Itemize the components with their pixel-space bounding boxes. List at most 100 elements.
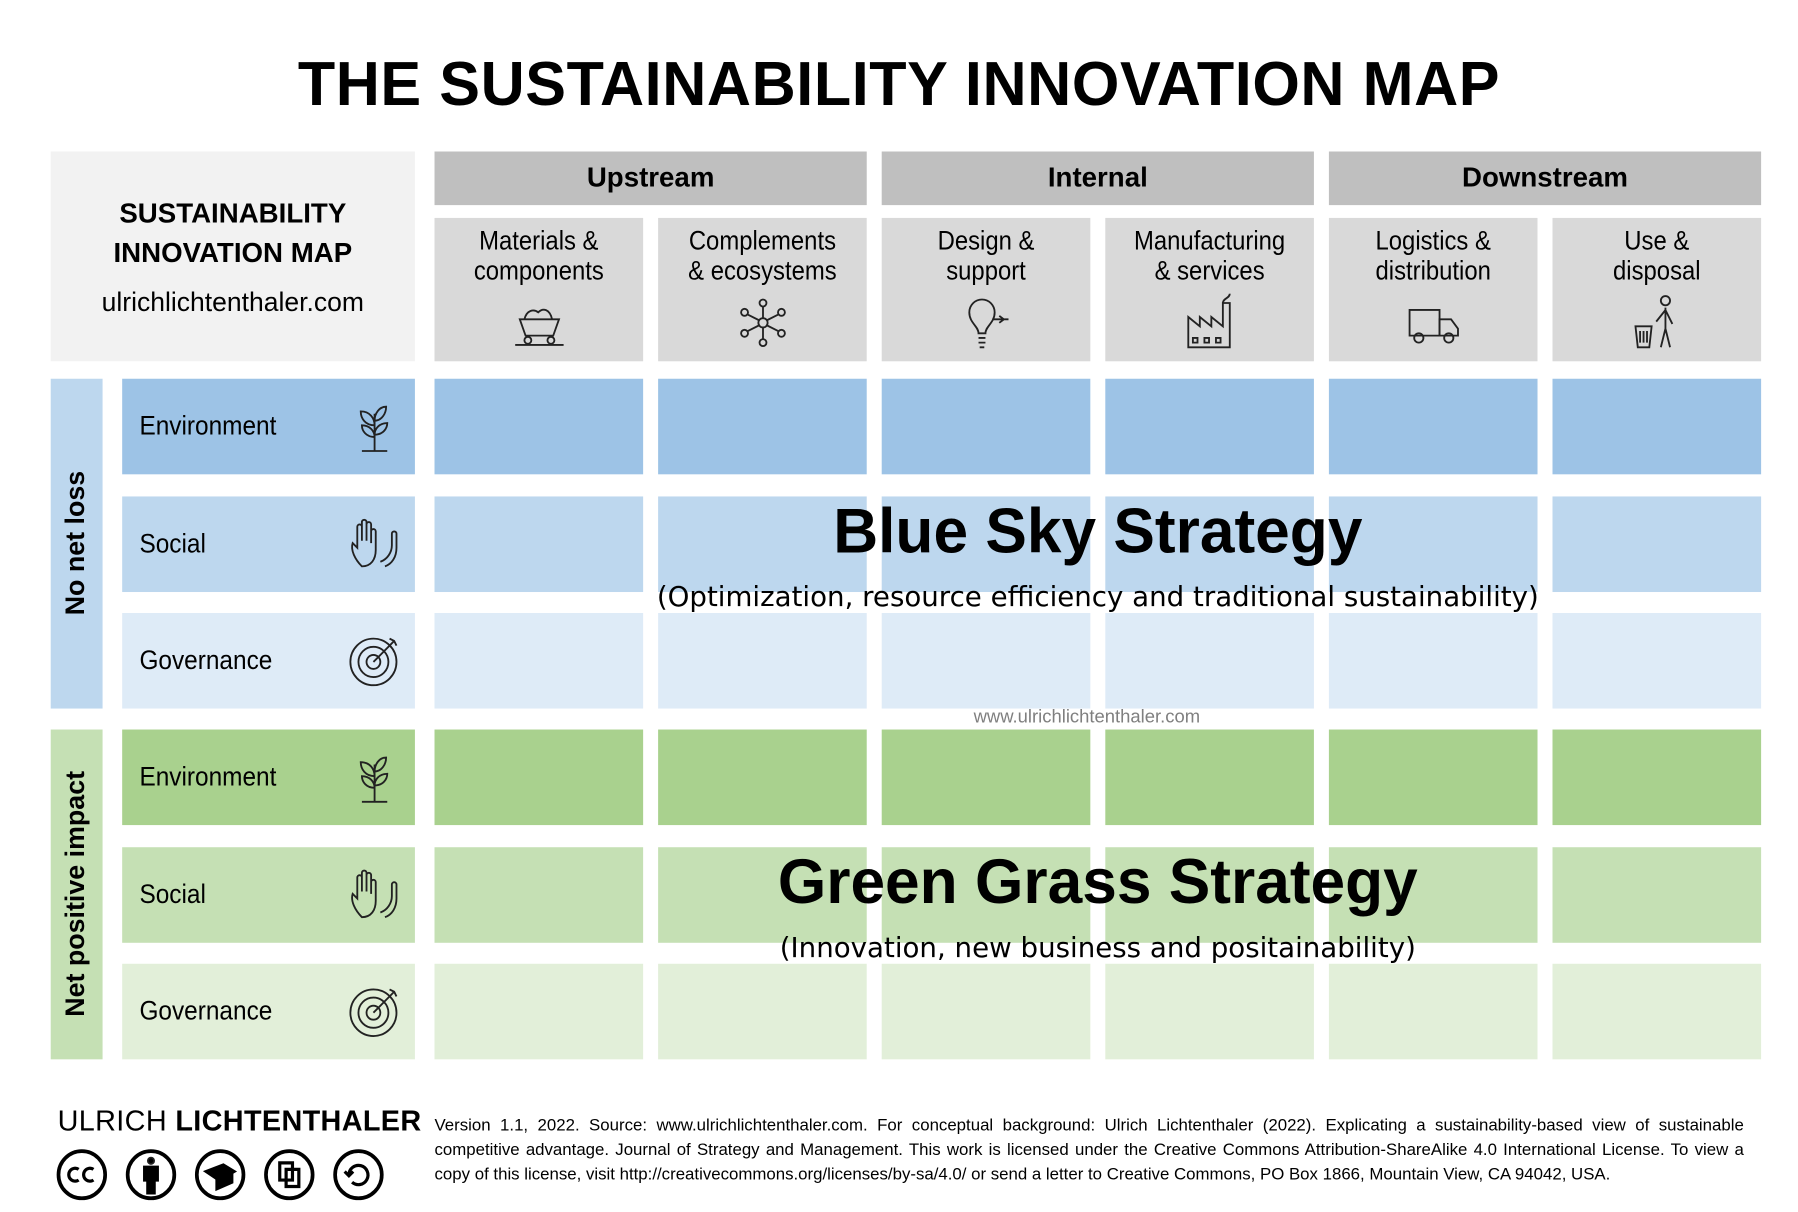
group-label: Net positive impact	[59, 770, 90, 1017]
cell	[1105, 846, 1314, 943]
cell	[434, 378, 644, 475]
stage-label: Internal	[1047, 161, 1148, 194]
cell	[658, 963, 867, 1060]
row-icon-svg	[351, 869, 398, 918]
column-icon-svg	[1408, 309, 1459, 344]
row-icon-svg	[359, 405, 389, 452]
license-icon-svg	[264, 1149, 315, 1201]
cell	[1328, 729, 1538, 826]
corner-title: INNOVATION MAP	[113, 237, 353, 270]
cell	[658, 729, 867, 826]
cell	[1552, 729, 1762, 826]
license-icon-svg	[56, 1149, 108, 1201]
stage-header: Downstream	[1328, 151, 1762, 206]
column-icon-svg	[1633, 295, 1673, 349]
row-label-box: Social	[122, 495, 415, 592]
column-header: Use & disposal	[1552, 217, 1762, 362]
strategy-title: Blue Sky Strategy	[833, 496, 1363, 567]
column-label: & services	[1154, 255, 1265, 286]
cell	[658, 846, 867, 943]
strategy-subtitle: (Optimization, resource efficiency and t…	[656, 580, 1539, 613]
column-label: & ecosystems	[688, 255, 837, 286]
column-header: Materials & components	[434, 217, 644, 362]
cell	[1105, 378, 1314, 475]
row-icon-svg	[351, 518, 398, 567]
cell	[1105, 729, 1314, 826]
column-icon-svg	[1186, 293, 1231, 349]
column-label: disposal	[1613, 255, 1701, 286]
row-icon	[346, 748, 404, 806]
row-label-box: Social	[122, 846, 415, 943]
stage-header: Upstream	[434, 151, 867, 206]
cell	[434, 963, 644, 1060]
cell	[1328, 612, 1538, 709]
row-icon-svg	[349, 988, 398, 1037]
corner-box: SUSTAINABILITY INNOVATION MAP ulrichlichte…	[50, 151, 415, 362]
column-icon	[1181, 293, 1239, 352]
license-icon	[124, 1148, 177, 1202]
cell	[434, 846, 644, 943]
row-label: Social	[139, 878, 206, 909]
cell	[881, 846, 1091, 943]
column-icon-svg	[739, 298, 786, 348]
row-label: Environment	[139, 760, 277, 792]
row-icon-svg	[349, 637, 398, 687]
row-label-box: Environment	[122, 729, 415, 826]
row-label: Governance	[139, 995, 273, 1026]
column-header: Complements & ecosystems	[658, 217, 867, 362]
column-icon	[1404, 294, 1462, 352]
cell	[881, 612, 1091, 709]
cell	[658, 378, 867, 475]
cell	[881, 963, 1091, 1060]
cell	[1105, 612, 1314, 709]
cell	[881, 378, 1091, 475]
row-label-box: Governance	[122, 612, 415, 709]
row-icon-svg	[359, 756, 389, 803]
column-icon	[734, 294, 792, 352]
license-icon-svg	[125, 1149, 177, 1201]
cell	[1328, 495, 1538, 592]
column-label: components	[473, 255, 604, 286]
stage-label: Upstream	[586, 161, 715, 194]
column-icon-svg	[967, 298, 1008, 349]
license-icon	[55, 1148, 108, 1202]
cell	[1552, 963, 1762, 1060]
cell	[881, 495, 1091, 592]
cell	[1552, 612, 1762, 709]
cell	[1105, 495, 1314, 592]
column-label: Design &	[937, 224, 1035, 256]
column-label: Materials &	[479, 224, 599, 256]
license-icon-svg	[333, 1149, 384, 1201]
row-icon	[346, 982, 404, 1040]
stage-header: Internal	[881, 151, 1314, 206]
cell	[881, 729, 1091, 826]
column-label: support	[946, 255, 1026, 286]
cell	[434, 612, 644, 709]
license-icon	[332, 1148, 385, 1202]
column-label: distribution	[1375, 255, 1491, 286]
license-icon	[263, 1148, 316, 1202]
brand-light: ULRICH	[57, 1104, 167, 1138]
row-icon	[346, 515, 404, 573]
license-icon-svg	[194, 1149, 246, 1201]
column-icon-svg	[514, 308, 564, 346]
cell	[1328, 963, 1538, 1060]
group-label: No net loss	[59, 470, 90, 616]
column-header: Design & support	[881, 217, 1091, 362]
column-label: Use &	[1624, 224, 1690, 256]
cell	[1328, 846, 1538, 943]
brand: ULRICH LICHTENTHALER	[58, 1105, 422, 1139]
license-text: Version 1.1, 2022. Source: www.ulrichlic…	[434, 1116, 1744, 1185]
column-label: Manufacturing	[1134, 224, 1286, 256]
row-label-box: Governance	[122, 963, 415, 1060]
column-icon	[1628, 294, 1686, 352]
cell	[1105, 963, 1314, 1060]
cell	[1552, 378, 1762, 475]
stage-label: Downstream	[1461, 161, 1629, 194]
cell	[658, 612, 867, 709]
column-icon	[510, 294, 568, 352]
watermark: www.ulrichlichtenthaler.com	[973, 707, 1201, 728]
cell	[434, 729, 644, 826]
